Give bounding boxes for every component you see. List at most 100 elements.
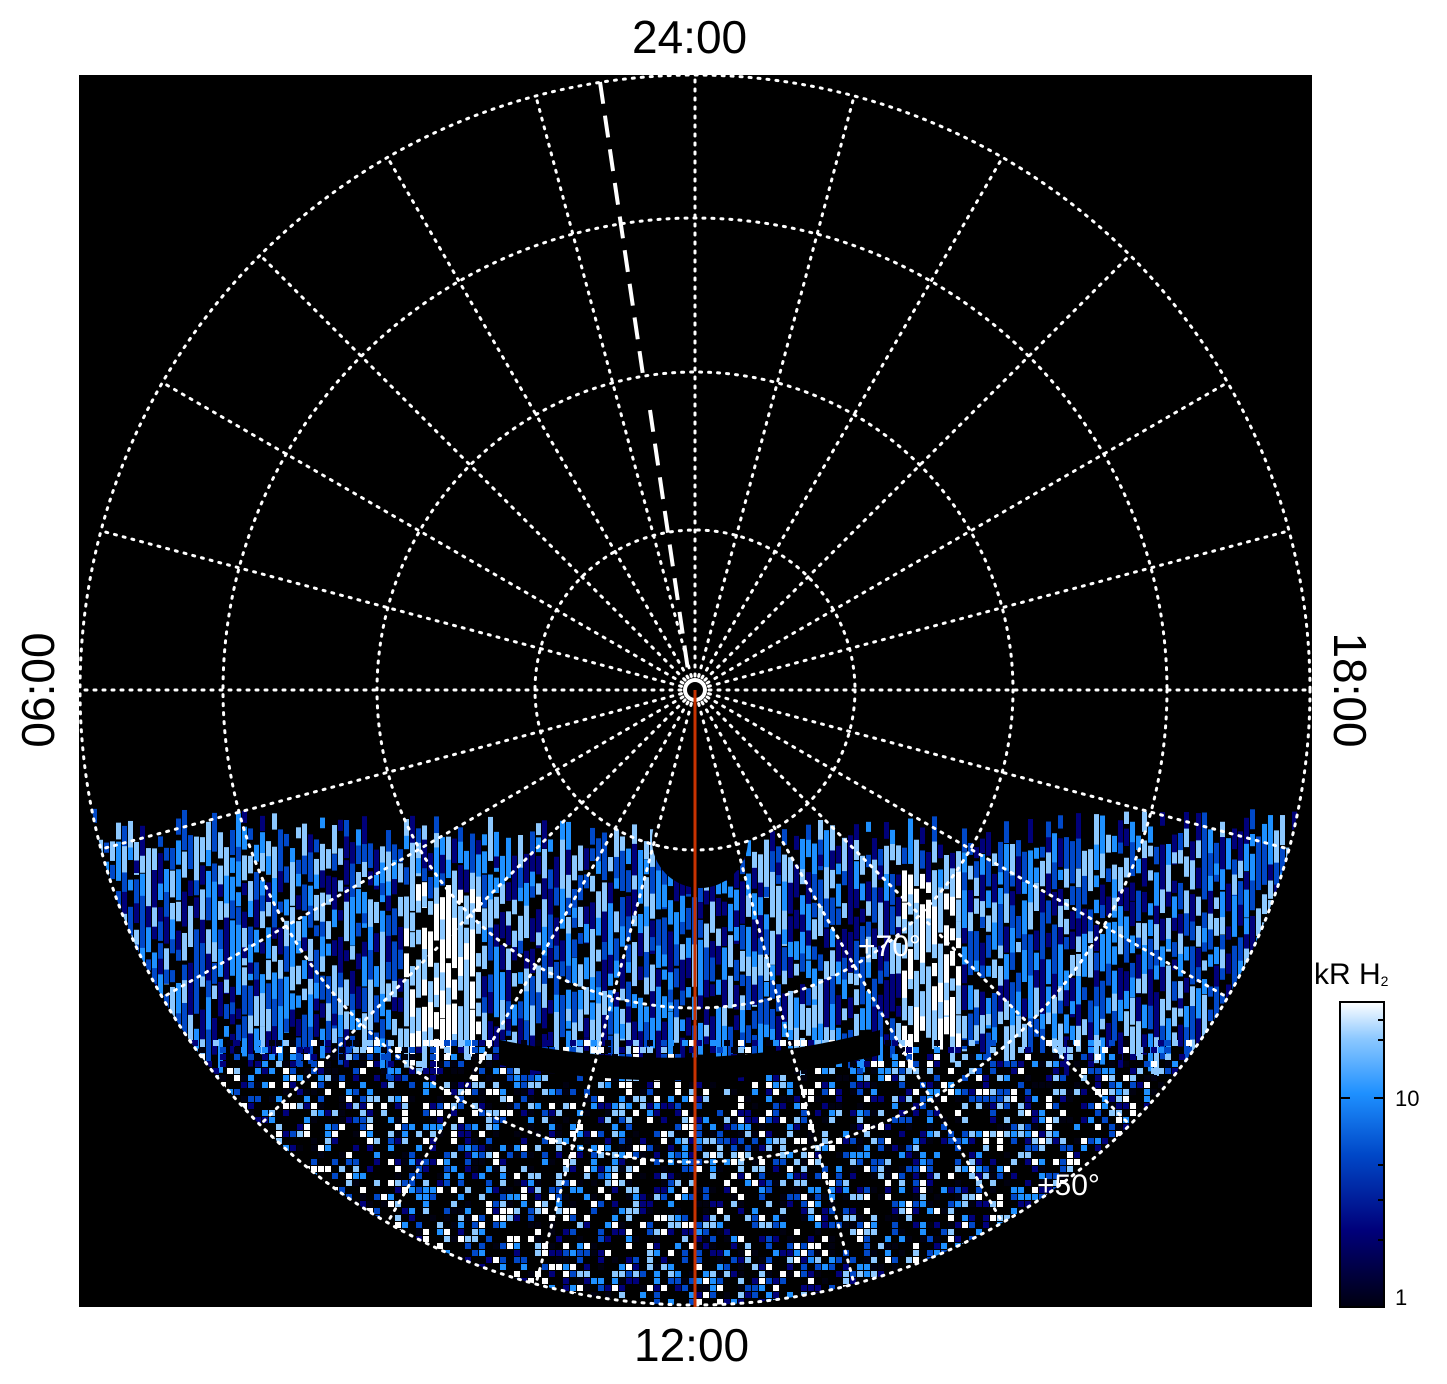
emission-pixel xyxy=(808,1208,814,1214)
emission-pixel xyxy=(976,1180,982,1186)
emission-pixel xyxy=(1094,875,1099,888)
emission-pixel xyxy=(857,1103,863,1109)
emission-pixel xyxy=(990,1061,996,1067)
emission-pixel xyxy=(326,1020,331,1047)
emission-pixel xyxy=(542,1075,548,1081)
emission-pixel xyxy=(1074,1040,1080,1046)
emission-pixel xyxy=(689,1145,695,1151)
emission-pixel xyxy=(248,944,253,981)
emission-pixel xyxy=(619,1047,625,1053)
emission-pixel xyxy=(326,875,331,902)
emission-pixel xyxy=(850,1068,856,1074)
emission-pixel xyxy=(974,898,979,914)
emission-pixel xyxy=(766,1187,772,1193)
emission-pixel xyxy=(596,861,601,874)
emission-pixel xyxy=(780,1222,786,1228)
emission-pixel xyxy=(872,887,877,914)
emission-pixel xyxy=(514,1131,520,1137)
emission-pixel xyxy=(878,945,883,973)
emission-pixel xyxy=(409,1054,415,1060)
emission-pixel xyxy=(1274,862,1279,893)
emission-pixel xyxy=(1244,889,1249,918)
emission-pixel xyxy=(528,1075,534,1081)
emission-pixel xyxy=(297,1047,303,1053)
emission-pixel xyxy=(1032,1194,1038,1200)
emission-pixel xyxy=(950,928,955,941)
emission-pixel xyxy=(731,1089,737,1095)
emission-pixel xyxy=(913,1201,919,1207)
emission-pixel xyxy=(934,1250,940,1256)
emission-pixel xyxy=(314,839,319,853)
emission-pixel xyxy=(854,989,859,1006)
emission-pixel xyxy=(661,1257,667,1263)
emission-pixel xyxy=(428,853,433,871)
emission-pixel xyxy=(626,1138,632,1144)
emission-pixel xyxy=(1154,1010,1159,1043)
emission-pixel xyxy=(556,1236,562,1242)
emission-pixel xyxy=(932,1010,937,1050)
emission-pixel xyxy=(182,1002,187,1037)
emission-pixel xyxy=(584,1194,590,1200)
emission-pixel xyxy=(338,819,343,831)
emission-pixel xyxy=(850,1257,856,1263)
emission-pixel xyxy=(1106,963,1111,986)
emission-pixel xyxy=(682,1166,688,1172)
emission-pixel xyxy=(1067,1054,1073,1060)
emission-pixel xyxy=(380,883,385,896)
emission-pixel xyxy=(1178,1024,1183,1047)
emission-pixel xyxy=(164,916,169,944)
emission-pixel xyxy=(269,1082,275,1088)
emission-pixel xyxy=(535,1075,541,1081)
emission-pixel xyxy=(584,1173,590,1179)
emission-pixel xyxy=(738,1096,744,1102)
emission-pixel xyxy=(430,1215,436,1221)
emission-pixel xyxy=(698,919,703,938)
emission-pixel xyxy=(1076,887,1081,927)
emission-pixel xyxy=(146,848,151,880)
emission-pixel xyxy=(703,1194,709,1200)
emission-pixel xyxy=(1018,1110,1024,1116)
emission-pixel xyxy=(452,838,457,864)
emission-pixel xyxy=(724,1229,730,1235)
emission-pixel xyxy=(465,1201,471,1207)
emission-pixel xyxy=(619,1096,625,1102)
emission-pixel xyxy=(948,1201,954,1207)
emission-pixel xyxy=(598,1173,604,1179)
emission-pixel xyxy=(542,878,547,902)
emission-pixel xyxy=(528,1096,534,1102)
emission-pixel xyxy=(1130,882,1135,901)
emission-pixel xyxy=(1060,1089,1066,1095)
emission-pixel xyxy=(311,1082,317,1088)
emission-pixel xyxy=(668,1229,674,1235)
emission-pixel xyxy=(318,1040,324,1046)
emission-pixel xyxy=(535,1103,541,1109)
emission-pixel xyxy=(808,1257,814,1263)
emission-pixel xyxy=(563,1243,569,1249)
emission-pixel xyxy=(1046,873,1051,896)
emission-pixel xyxy=(878,1166,884,1172)
emission-pixel xyxy=(297,1054,303,1060)
emission-pixel xyxy=(696,1096,702,1102)
emission-pixel xyxy=(675,1138,681,1144)
emission-pixel xyxy=(535,1250,541,1256)
emission-pixel xyxy=(1124,990,1129,1009)
emission-pixel xyxy=(356,922,361,937)
emission-pixel xyxy=(633,1110,639,1116)
emission-pixel xyxy=(1060,1110,1066,1116)
emission-pixel xyxy=(1190,921,1195,941)
emission-pixel xyxy=(350,863,355,904)
emission-pixel xyxy=(815,1215,821,1221)
emission-pixel xyxy=(584,1096,590,1102)
emission-pixel xyxy=(860,855,865,875)
emission-pixel xyxy=(1172,917,1177,931)
emission-pixel xyxy=(899,1110,905,1116)
emission-pixel xyxy=(661,1040,667,1046)
emission-pixel xyxy=(458,1068,464,1074)
emission-pixel xyxy=(1196,896,1201,916)
emission-pixel xyxy=(927,1089,933,1095)
emission-pixel xyxy=(430,1187,436,1193)
emission-pixel xyxy=(620,958,625,993)
emission-pixel xyxy=(1095,1082,1101,1088)
emission-pixel xyxy=(542,1040,548,1046)
emission-pixel xyxy=(486,1201,492,1207)
